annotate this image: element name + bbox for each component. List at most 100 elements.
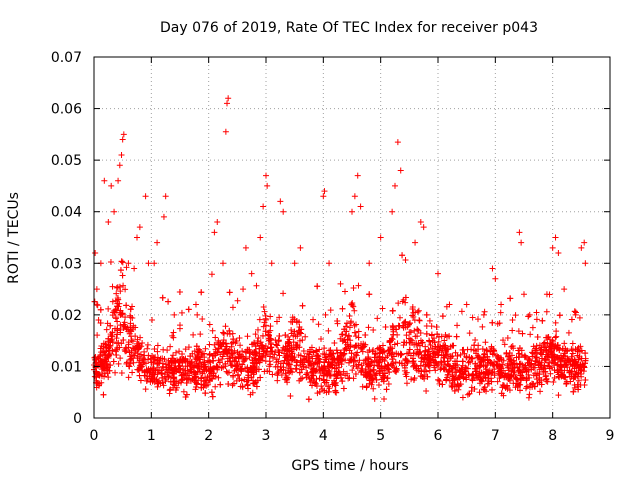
data-point: [485, 370, 492, 377]
data-point: [575, 356, 582, 363]
data-point: [350, 353, 357, 360]
data-point: [137, 362, 144, 369]
data-point: [112, 314, 119, 321]
data-point: [234, 349, 241, 356]
data-point: [119, 136, 126, 143]
data-point: [220, 364, 227, 371]
data-point: [476, 389, 483, 396]
data-point: [134, 355, 141, 362]
data-point: [484, 361, 491, 368]
data-point: [411, 362, 418, 369]
data-point: [474, 316, 481, 323]
data-point: [129, 338, 136, 345]
data-point: [304, 370, 311, 377]
data-point: [233, 338, 240, 345]
data-point: [458, 308, 465, 315]
data-point: [426, 317, 433, 324]
data-point: [519, 330, 526, 337]
data-point: [185, 344, 192, 351]
data-point: [363, 383, 370, 390]
data-point: [311, 368, 318, 375]
data-point: [221, 348, 228, 355]
data-point: [305, 396, 312, 403]
data-point: [543, 308, 550, 315]
data-point: [298, 366, 305, 373]
data-point: [226, 331, 233, 338]
data-point: [172, 366, 179, 373]
data-point: [208, 389, 215, 396]
data-point: [331, 339, 338, 346]
data-point: [432, 349, 439, 356]
data-point: [387, 337, 394, 344]
data-point: [180, 356, 187, 363]
data-point: [409, 312, 416, 319]
data-point: [145, 260, 152, 267]
data-point: [245, 377, 252, 384]
data-point: [291, 328, 298, 335]
data-point: [530, 372, 537, 379]
data-point: [261, 308, 268, 315]
data-point: [116, 283, 123, 290]
data-point: [422, 343, 429, 350]
data-point: [424, 351, 431, 358]
data-point: [540, 368, 547, 375]
data-point: [185, 306, 192, 313]
data-point: [308, 374, 315, 381]
data-point: [117, 267, 124, 274]
data-point: [526, 391, 533, 398]
data-point: [339, 305, 346, 312]
data-point: [472, 336, 479, 343]
data-point: [113, 290, 120, 297]
data-point: [318, 336, 325, 343]
data-point: [404, 323, 411, 330]
data-point: [273, 318, 280, 325]
data-point: [151, 376, 158, 383]
data-point: [532, 357, 539, 364]
data-point: [136, 224, 143, 231]
data-point: [242, 244, 249, 251]
data-point: [406, 321, 413, 328]
data-point: [287, 368, 294, 375]
data-point: [262, 352, 269, 359]
data-point: [339, 378, 346, 385]
data-point: [222, 360, 229, 367]
data-point: [126, 363, 133, 370]
data-point: [489, 265, 496, 272]
data-point: [300, 355, 307, 362]
data-point: [582, 350, 589, 357]
data-point: [463, 301, 470, 308]
data-point: [175, 363, 182, 370]
data-point: [481, 384, 488, 391]
data-point: [415, 307, 422, 314]
data-point: [282, 332, 289, 339]
data-point: [118, 311, 125, 318]
data-point: [373, 370, 380, 377]
data-point: [582, 260, 589, 267]
data-point: [223, 368, 230, 375]
data-point: [189, 376, 196, 383]
data-point: [99, 347, 106, 354]
data-point: [508, 361, 515, 368]
data-point: [473, 372, 480, 379]
data-point: [266, 335, 273, 342]
data-point: [170, 329, 177, 336]
data-point: [501, 341, 508, 348]
data-point: [443, 303, 450, 310]
data-point: [114, 327, 121, 334]
data-point: [566, 367, 573, 374]
data-point: [199, 315, 206, 322]
data-point: [377, 346, 384, 353]
data-point: [442, 331, 449, 338]
data-point: [112, 306, 119, 313]
data-point: [209, 327, 216, 334]
data-point: [397, 352, 404, 359]
data-point: [351, 307, 358, 314]
y-tick-label: 0.03: [51, 256, 82, 272]
data-point: [198, 381, 205, 388]
data-point: [349, 302, 356, 309]
data-point: [226, 346, 233, 353]
data-point: [293, 359, 300, 366]
data-point: [137, 334, 144, 341]
data-point: [484, 347, 491, 354]
y-tick-label: 0.07: [51, 50, 82, 66]
